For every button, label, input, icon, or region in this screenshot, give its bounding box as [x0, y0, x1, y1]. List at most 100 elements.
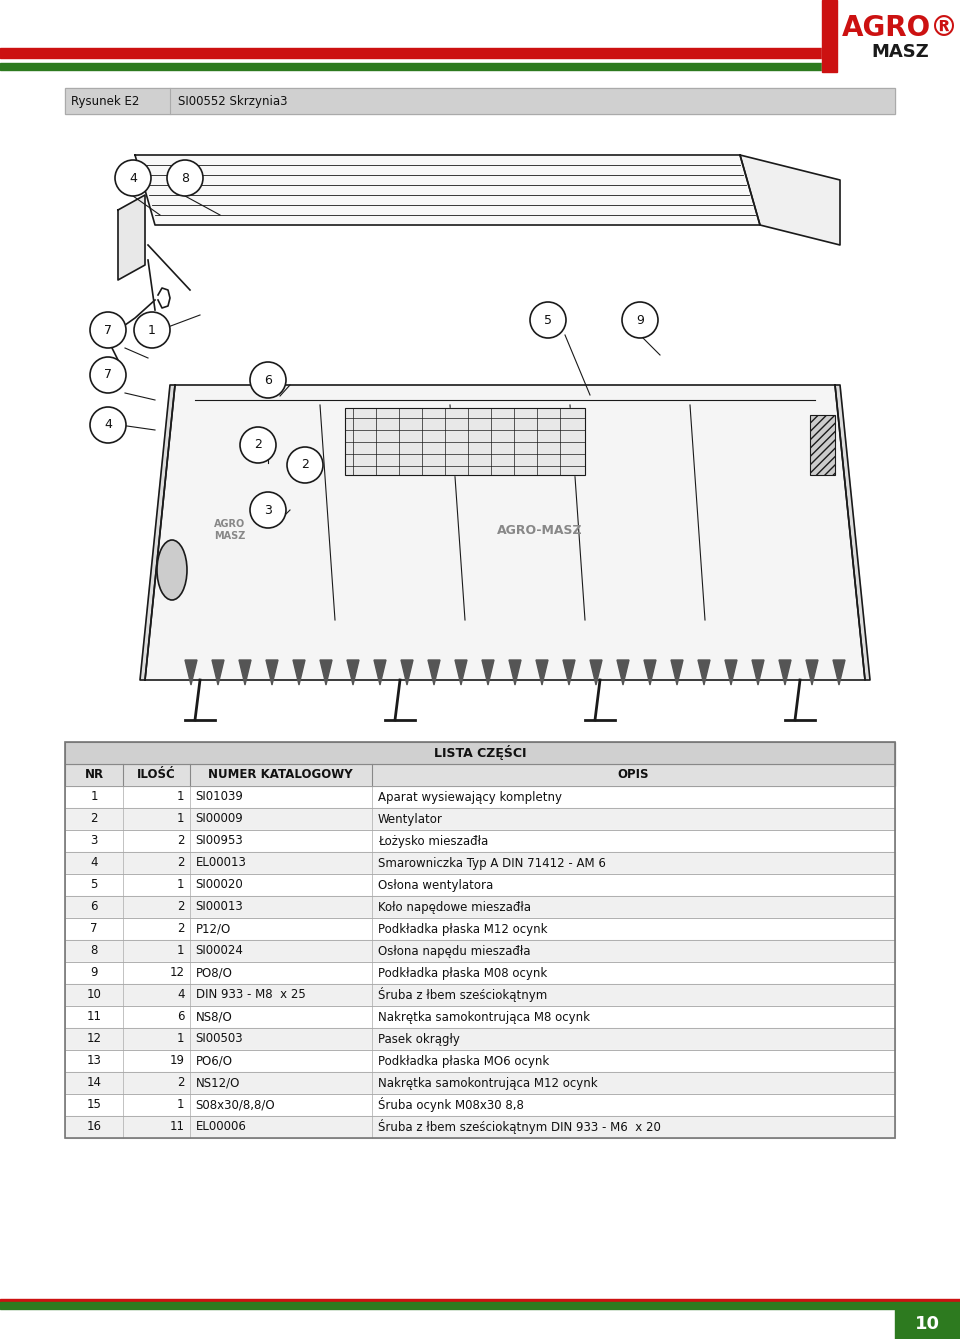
Bar	[65, 1094, 895, 1115]
Text: SI00009: SI00009	[196, 813, 243, 826]
Bar	[65, 919, 895, 940]
Polygon shape	[455, 660, 467, 686]
Text: 6: 6	[264, 374, 272, 387]
Text: SI00024: SI00024	[196, 944, 244, 957]
Bar	[65, 940, 895, 961]
Text: Podkładka płaska MO6 ocynk: Podkładka płaska MO6 ocynk	[378, 1055, 549, 1067]
Text: 8: 8	[181, 171, 189, 185]
Text: AGRO®: AGRO®	[842, 13, 958, 42]
Text: ILOŚĆ: ILOŚĆ	[137, 769, 176, 782]
Text: 2: 2	[177, 834, 184, 848]
Polygon shape	[135, 155, 760, 225]
Bar	[65, 896, 895, 919]
Bar	[810, 415, 835, 475]
Text: Nakrętka samokontrująca M8 ocynk: Nakrętka samokontrująca M8 ocynk	[378, 1011, 590, 1023]
Circle shape	[530, 303, 566, 337]
Polygon shape	[725, 660, 737, 686]
Text: 8: 8	[90, 944, 98, 957]
Bar	[0, 63, 960, 70]
Text: Śruba ocynk M08x30 8,8: Śruba ocynk M08x30 8,8	[378, 1098, 524, 1113]
Text: 2: 2	[301, 458, 309, 471]
Text: 1: 1	[177, 790, 184, 803]
Bar	[822, 0, 837, 72]
Polygon shape	[145, 386, 865, 680]
Circle shape	[90, 407, 126, 443]
Text: SI01039: SI01039	[196, 790, 244, 803]
Text: 15: 15	[86, 1098, 102, 1111]
Text: PO6/O: PO6/O	[196, 1055, 232, 1067]
Circle shape	[167, 159, 203, 195]
Bar	[0, 1302, 960, 1310]
Text: 4: 4	[129, 171, 137, 185]
Text: S08x30/8,8/O: S08x30/8,8/O	[196, 1098, 276, 1111]
Bar	[65, 742, 895, 765]
Text: 4: 4	[177, 988, 184, 1002]
Text: 7: 7	[104, 324, 112, 336]
Circle shape	[115, 159, 151, 195]
Polygon shape	[212, 660, 224, 686]
Bar	[65, 88, 895, 114]
Text: Wentylator: Wentylator	[378, 813, 443, 826]
Text: NS12/O: NS12/O	[196, 1077, 240, 1090]
Bar	[65, 765, 895, 786]
Bar	[65, 1028, 895, 1050]
Text: Pasek okrągły: Pasek okrągły	[378, 1032, 460, 1046]
Bar	[65, 765, 895, 786]
Bar	[65, 742, 895, 765]
Bar	[65, 919, 895, 940]
Polygon shape	[428, 660, 440, 686]
Circle shape	[134, 312, 170, 348]
Bar	[65, 852, 895, 874]
Polygon shape	[185, 660, 197, 686]
Bar	[65, 807, 895, 830]
Text: 19: 19	[170, 1055, 184, 1067]
Text: 1: 1	[177, 1098, 184, 1111]
Bar	[65, 961, 895, 984]
Text: 3: 3	[90, 834, 98, 848]
Text: 1: 1	[148, 324, 156, 336]
Text: 5: 5	[544, 313, 552, 327]
Polygon shape	[140, 386, 175, 680]
Text: 1: 1	[177, 1032, 184, 1046]
Text: 2: 2	[177, 857, 184, 869]
Text: 11: 11	[170, 1121, 184, 1134]
Bar	[895, 1310, 960, 1339]
Text: SI00953: SI00953	[196, 834, 243, 848]
Text: 9: 9	[636, 313, 644, 327]
Ellipse shape	[157, 540, 187, 600]
Bar	[65, 830, 895, 852]
Bar	[0, 0, 960, 78]
Text: 10: 10	[915, 1315, 940, 1334]
Text: 1: 1	[90, 790, 98, 803]
Bar	[65, 874, 895, 896]
Bar	[345, 408, 585, 475]
Text: SI00552 Skrzynia3: SI00552 Skrzynia3	[178, 95, 287, 107]
Bar	[65, 1006, 895, 1028]
Polygon shape	[347, 660, 359, 686]
Text: Łożysko mieszađła: Łożysko mieszađła	[378, 834, 489, 848]
Text: DIN 933 - M8  x 25: DIN 933 - M8 x 25	[196, 988, 305, 1002]
Circle shape	[240, 427, 276, 463]
Bar	[65, 786, 895, 807]
Circle shape	[90, 312, 126, 348]
Text: MASZ: MASZ	[871, 43, 929, 62]
Circle shape	[90, 358, 126, 394]
Text: EL00013: EL00013	[196, 857, 247, 869]
Text: NS8/O: NS8/O	[196, 1011, 232, 1023]
Text: P12/O: P12/O	[196, 923, 230, 936]
Bar	[65, 1073, 895, 1094]
Bar	[65, 1115, 895, 1138]
Text: Osłona napędu mieszađła: Osłona napędu mieszađła	[378, 944, 531, 957]
Polygon shape	[320, 660, 332, 686]
Text: AGRO-MASZ: AGRO-MASZ	[497, 524, 583, 537]
Text: Nakrętka samokontrująca M12 ocynk: Nakrętka samokontrująca M12 ocynk	[378, 1077, 598, 1090]
Polygon shape	[239, 660, 251, 686]
Bar	[65, 786, 895, 807]
Bar	[65, 1050, 895, 1073]
Text: 4: 4	[104, 419, 112, 431]
Polygon shape	[536, 660, 548, 686]
Text: 2: 2	[177, 901, 184, 913]
Text: Aparat wysiewający kompletny: Aparat wysiewający kompletny	[378, 790, 563, 803]
Bar	[65, 1094, 895, 1115]
Circle shape	[287, 447, 323, 483]
